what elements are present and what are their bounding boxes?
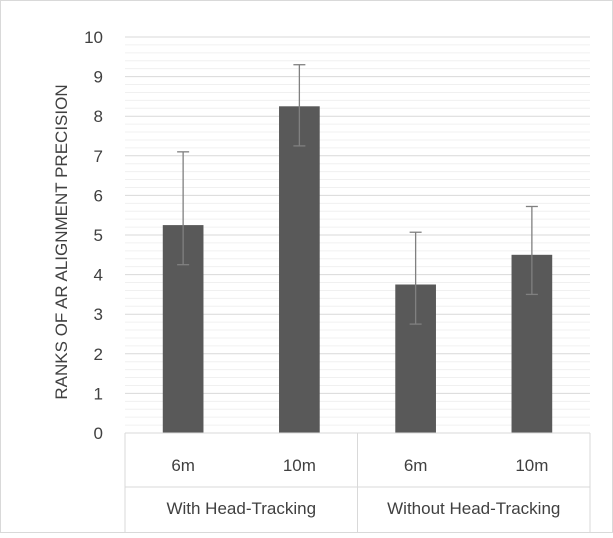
x-tick-label: 6m: [404, 456, 428, 475]
y-tick-label: 1: [94, 384, 103, 403]
y-tick-label: 7: [94, 147, 103, 166]
x-group-label: With Head-Tracking: [166, 499, 316, 518]
x-axis: 6m 10m 6m 10m With Head-Tracking Without Head…: [124, 432, 591, 533]
y-tick-labels: 0 1 2 3 4 5 6 7 8 9 10: [84, 28, 103, 443]
x-tick-label: 10m: [283, 456, 316, 475]
y-tick-label: 6: [94, 186, 103, 205]
bars: [162, 106, 553, 434]
bar: [279, 106, 320, 434]
y-tick-label: 3: [94, 305, 103, 324]
y-tick-label: 0: [94, 424, 103, 443]
x-tick-label: 6m: [171, 456, 195, 475]
y-axis-label: RANKS OF AR ALIGNMENT PRECISION: [52, 84, 71, 399]
y-tick-label: 10: [84, 28, 103, 47]
y-tick-label: 9: [94, 68, 103, 87]
x-tick-label: 10m: [515, 456, 548, 475]
y-tick-label: 2: [94, 345, 103, 364]
y-tick-label: 5: [94, 226, 103, 245]
y-tick-label: 8: [94, 107, 103, 126]
error-bars: [177, 64, 538, 325]
y-tick-label: 4: [94, 266, 103, 285]
x-group-label: Without Head-Tracking: [387, 499, 560, 518]
